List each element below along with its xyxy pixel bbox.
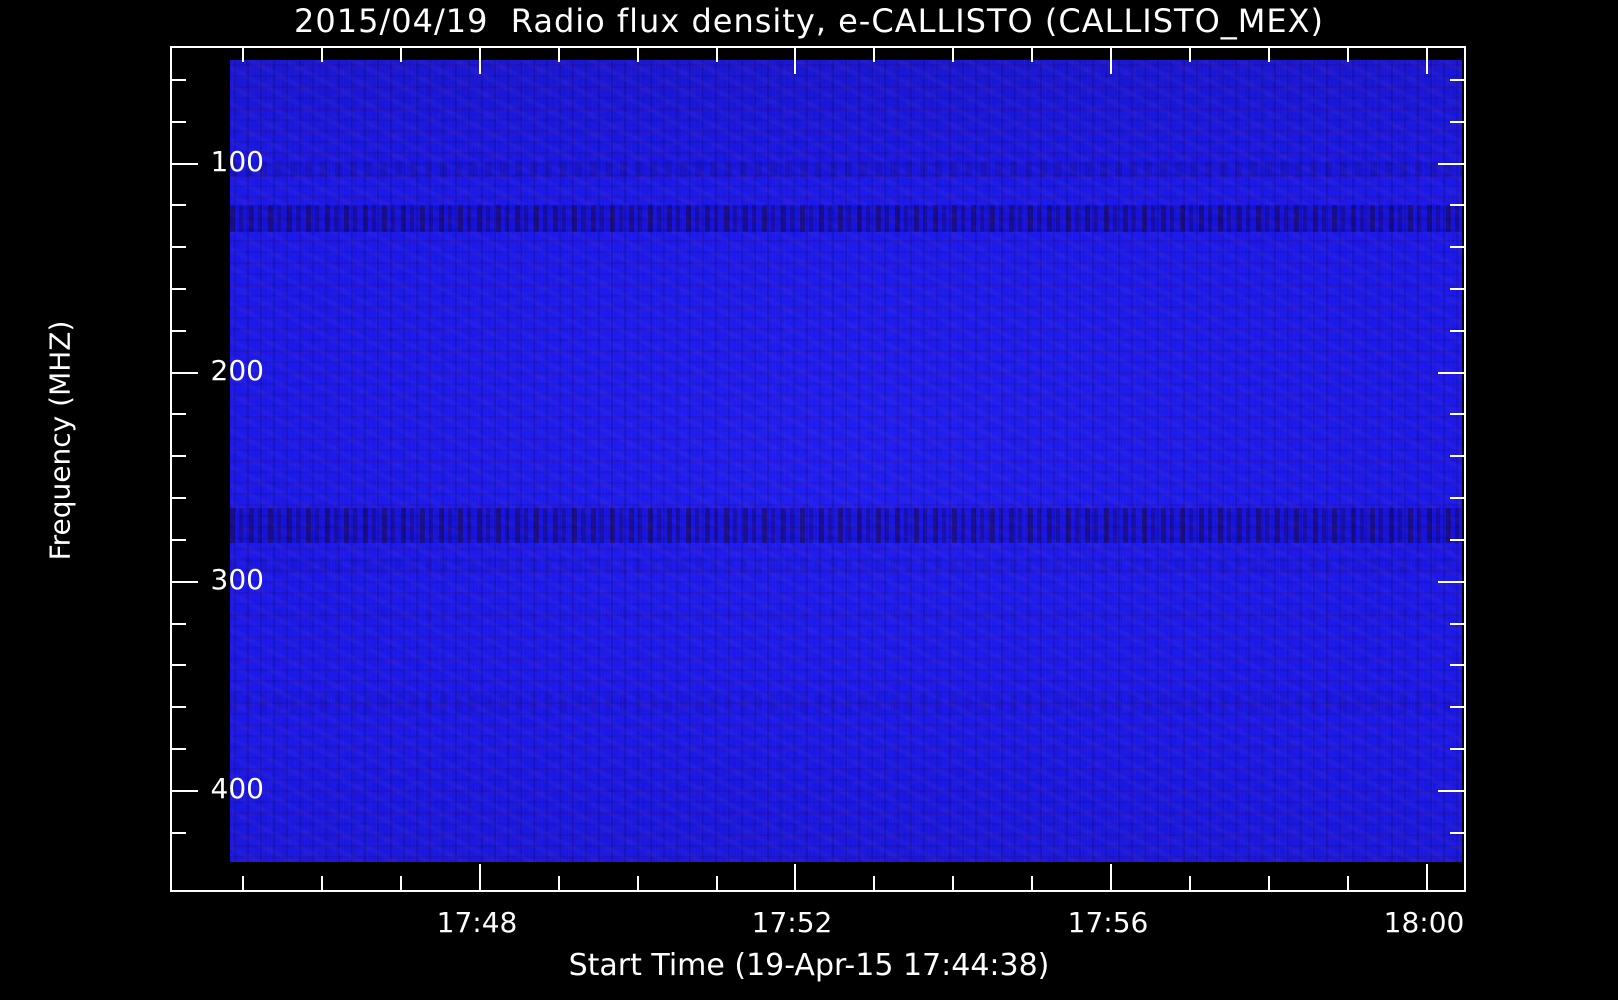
y-axis-minor-tick-right — [1450, 748, 1464, 750]
x-axis-major-tick-top — [794, 48, 796, 74]
x-axis-minor-tick-top — [637, 48, 639, 62]
y-axis-minor-tick — [172, 330, 186, 332]
x-axis-major-tick — [1426, 864, 1428, 890]
y-axis-minor-tick-right — [1450, 79, 1464, 81]
y-axis-minor-tick — [172, 455, 186, 457]
y-axis-tick-label: 200 — [210, 354, 264, 387]
x-axis-minor-tick-top — [400, 48, 402, 62]
x-axis-major-tick — [794, 864, 796, 890]
spectrogram-base-gradient — [230, 60, 1462, 862]
x-axis-minor-tick — [1268, 876, 1270, 890]
x-axis-tick-label: 17:52 — [751, 906, 833, 939]
y-axis-major-tick — [172, 790, 198, 792]
y-axis-minor-tick — [172, 121, 186, 123]
y-axis-minor-tick — [172, 832, 186, 834]
rfi-band — [230, 507, 1462, 544]
y-axis-minor-tick-right — [1450, 539, 1464, 541]
rfi-band — [230, 693, 1462, 714]
y-axis-tick-labels: 100 200 300 400 — [0, 46, 264, 892]
y-axis-major-tick-right — [1438, 163, 1464, 165]
x-axis-minor-tick-top — [1189, 48, 1191, 62]
x-axis-minor-tick-top — [1347, 48, 1349, 62]
y-axis-major-tick-right — [1438, 372, 1464, 374]
x-axis-major-tick-top — [1110, 48, 1112, 74]
x-axis-minor-tick-top — [1031, 48, 1033, 62]
spectrogram-noise-vertical — [230, 60, 1462, 862]
x-axis-minor-tick — [873, 876, 875, 890]
y-axis-minor-tick-right — [1450, 623, 1464, 625]
y-axis-minor-tick — [172, 664, 186, 666]
y-axis-minor-tick-right — [1450, 664, 1464, 666]
plot-frame — [170, 46, 1466, 892]
x-axis-tick-labels: 17:48 17:52 17:56 18:00 — [170, 894, 1466, 939]
spectrogram-ripple-a — [230, 60, 1462, 862]
y-axis-minor-tick — [172, 497, 186, 499]
x-axis-tick-label: 17:48 — [436, 906, 518, 939]
x-axis-minor-tick — [321, 876, 323, 890]
y-axis-minor-tick-right — [1450, 497, 1464, 499]
x-axis-minor-tick — [1031, 876, 1033, 890]
y-axis-minor-tick — [172, 748, 186, 750]
y-axis-minor-tick-right — [1450, 330, 1464, 332]
x-axis-minor-tick — [1189, 876, 1191, 890]
y-axis-minor-tick — [172, 246, 186, 248]
x-axis-major-tick — [479, 864, 481, 890]
spectrogram-noise-columns — [230, 60, 1462, 862]
y-axis-major-tick-right — [1438, 581, 1464, 583]
y-axis-minor-tick-right — [1450, 121, 1464, 123]
x-axis-tick-label: 17:56 — [1067, 906, 1149, 939]
y-axis-title: Frequency (MHZ) — [43, 320, 77, 561]
y-axis-minor-tick-right — [1450, 246, 1464, 248]
y-axis-major-tick-right — [1438, 790, 1464, 792]
y-axis-major-tick — [172, 581, 198, 583]
y-axis-minor-tick — [172, 79, 186, 81]
y-axis-tick-label: 400 — [210, 772, 264, 805]
spectrogram-ripple-b — [230, 60, 1462, 862]
y-axis-minor-tick-right — [1450, 455, 1464, 457]
x-axis-minor-tick-top — [1268, 48, 1270, 62]
rfi-band — [230, 160, 1462, 177]
page-title: 2015/04/19 Radio flux density, e-CALLIST… — [294, 2, 1324, 40]
y-axis-minor-tick — [172, 623, 186, 625]
x-axis-minor-tick — [1347, 876, 1349, 890]
y-axis-minor-tick-right — [1450, 832, 1464, 834]
x-axis-minor-tick-top — [873, 48, 875, 62]
x-axis-major-tick-top — [479, 48, 481, 74]
y-axis-minor-tick-right — [1450, 706, 1464, 708]
x-axis-minor-tick-top — [242, 48, 244, 62]
y-axis-minor-tick — [172, 204, 186, 206]
y-axis-minor-tick-right — [1450, 413, 1464, 415]
y-axis-tick-label: 100 — [210, 145, 264, 178]
x-axis-major-tick — [1110, 864, 1112, 890]
x-axis-minor-tick-top — [952, 48, 954, 62]
x-axis-minor-tick-top — [558, 48, 560, 62]
spectrogram-image — [230, 60, 1462, 862]
x-axis-major-tick-top — [1426, 48, 1428, 74]
x-axis-minor-tick — [716, 876, 718, 890]
y-axis-minor-tick — [172, 288, 186, 290]
y-axis-minor-tick — [172, 413, 186, 415]
x-axis-tick-label: 18:00 — [1383, 906, 1465, 939]
rfi-band — [230, 608, 1462, 621]
y-axis-minor-tick — [172, 706, 186, 708]
y-axis-major-tick — [172, 372, 198, 374]
x-axis-minor-tick — [400, 876, 402, 890]
x-axis-minor-tick-top — [321, 48, 323, 62]
rfi-band — [230, 557, 1462, 573]
y-axis-minor-tick-right — [1450, 288, 1464, 290]
y-axis-minor-tick-right — [1450, 204, 1464, 206]
y-axis-minor-tick — [172, 539, 186, 541]
y-axis-tick-label: 300 — [210, 563, 264, 596]
x-axis-minor-tick — [952, 876, 954, 890]
x-axis-minor-tick — [242, 876, 244, 890]
spectrogram-noise-rows — [230, 60, 1462, 862]
x-axis-minor-tick — [637, 876, 639, 890]
rfi-band — [230, 204, 1462, 233]
x-axis-title: Start Time (19-Apr-15 17:44:38) — [568, 948, 1050, 983]
x-axis-minor-tick-top — [716, 48, 718, 62]
x-axis-minor-tick — [558, 876, 560, 890]
y-axis-major-tick — [172, 163, 198, 165]
